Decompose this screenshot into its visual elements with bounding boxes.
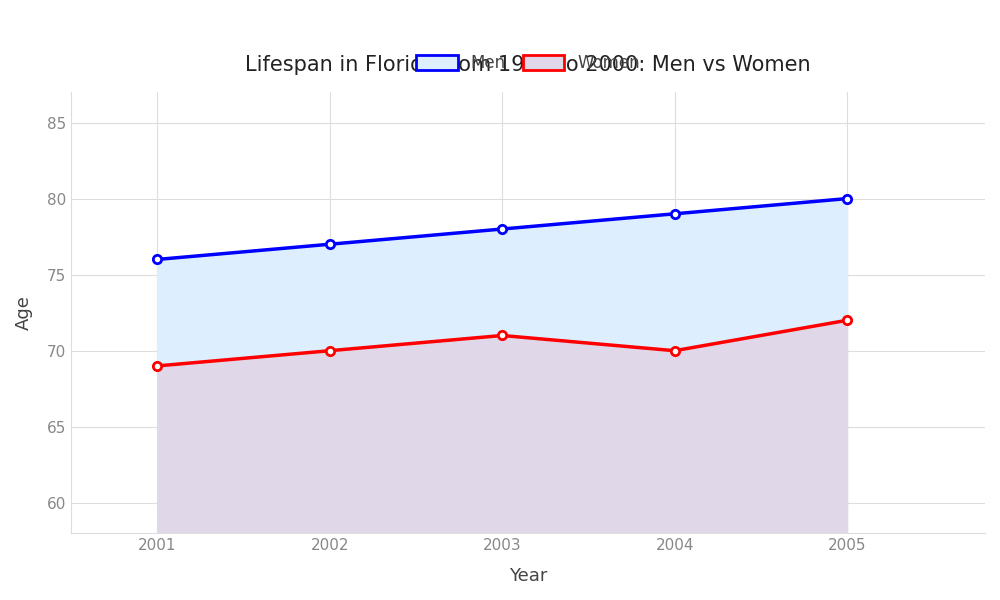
Title: Lifespan in Florida from 1976 to 2000: Men vs Women: Lifespan in Florida from 1976 to 2000: M… — [245, 55, 811, 75]
X-axis label: Year: Year — [509, 567, 547, 585]
Y-axis label: Age: Age — [15, 295, 33, 330]
Legend: Men, Women: Men, Women — [409, 47, 647, 79]
